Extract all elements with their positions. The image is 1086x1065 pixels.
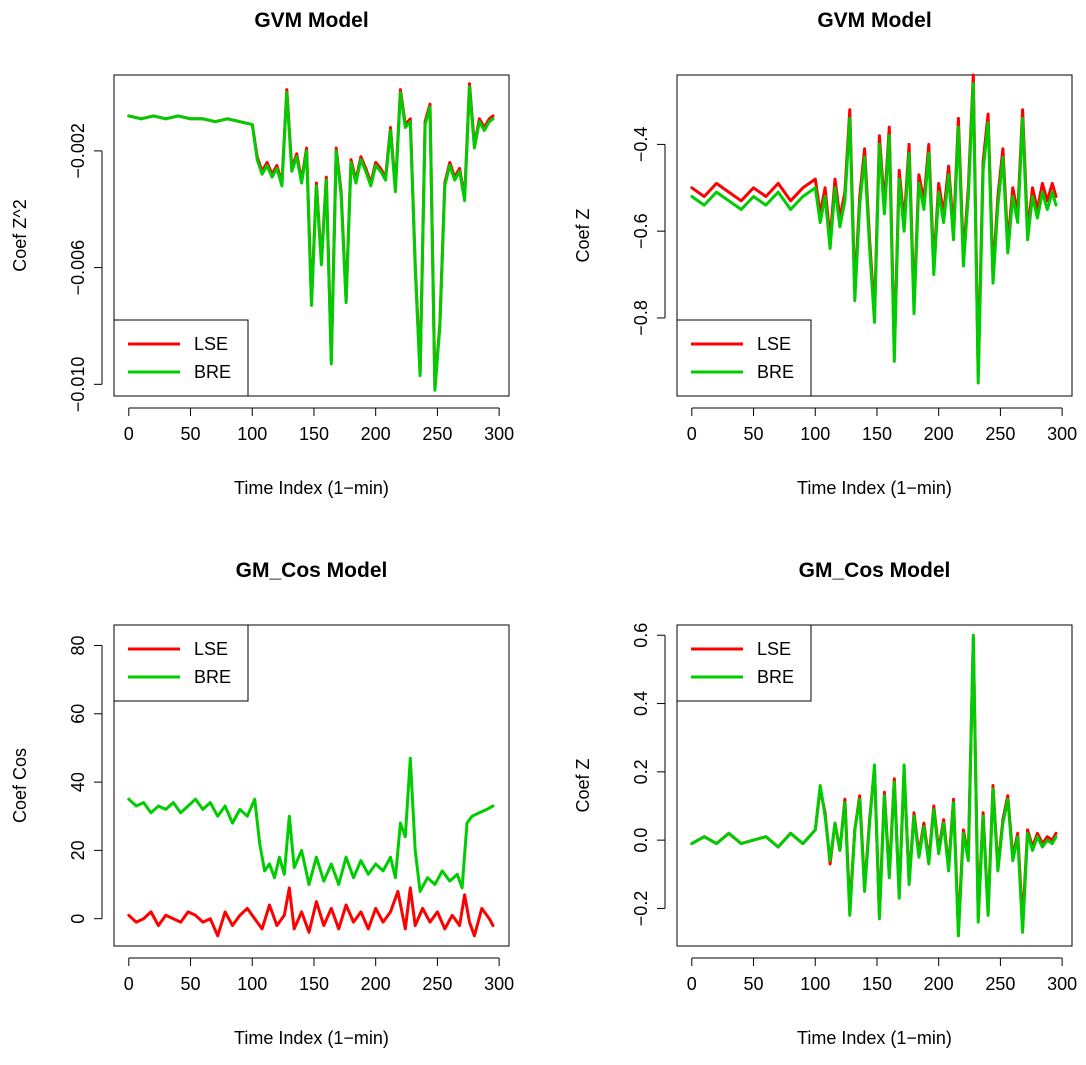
chart1-y-axis-label: Coef Z^2 bbox=[10, 199, 30, 271]
chart3-y-tick-label: 0 bbox=[68, 914, 88, 924]
chart1-series-bre-line bbox=[127, 85, 495, 392]
chart4-x-tick-label: 0 bbox=[687, 974, 697, 994]
chart2-legend-box bbox=[676, 319, 812, 397]
chart4-plot-frame bbox=[676, 624, 1073, 947]
chart2-y-axis-label: Coef Z bbox=[573, 208, 593, 262]
chart2-y-tick-label: −0.6 bbox=[631, 213, 651, 249]
chart1-x-tick-label: 100 bbox=[237, 424, 267, 444]
chart2-x-tick-label: 300 bbox=[1047, 424, 1077, 444]
chart4-legend-label-lse: LSE bbox=[757, 639, 791, 659]
chart2-x-axis-label: Time Index (1−min) bbox=[797, 478, 952, 498]
chart2-x-tick-label: 50 bbox=[744, 424, 764, 444]
chart3-title: GM_Cos Model bbox=[236, 559, 388, 582]
chart3-x-tick-label: 50 bbox=[181, 974, 201, 994]
chart3-y-axis-label: Coef Cos bbox=[10, 748, 30, 823]
chart1-y-tick-label: −0.006 bbox=[68, 240, 88, 296]
chart1-legend: LSE BRE bbox=[113, 319, 249, 397]
chart1-y-tick-label: −0.010 bbox=[68, 357, 88, 413]
chart1-x-tick-label: 150 bbox=[299, 424, 329, 444]
chart3-x-axis-label: Time Index (1−min) bbox=[234, 1028, 389, 1048]
chart4-y-tick-label: −0.2 bbox=[631, 891, 651, 927]
chart1-y-tick-label: −0.002 bbox=[68, 123, 88, 179]
chart3-y-tick-label: 60 bbox=[68, 704, 88, 724]
chart1-x-tick-label: 50 bbox=[181, 424, 201, 444]
chart3-legend-label-bre: BRE bbox=[194, 667, 231, 687]
chart4: GM_Cos Model 0 50 100 150 200 250 300 Time Index… bbox=[573, 559, 1077, 1048]
chart4-x-tick-label: 300 bbox=[1047, 974, 1077, 994]
chart2-plot-frame bbox=[676, 74, 1073, 397]
chart2-series-bre-line bbox=[690, 82, 1058, 385]
chart3-legend-box bbox=[113, 624, 249, 702]
chart3-legend-label-lse: LSE bbox=[194, 639, 228, 659]
chart1-x-tick-label: 0 bbox=[124, 424, 134, 444]
chart4-y-tick-label: 0.0 bbox=[631, 828, 651, 853]
chart4-legend-box bbox=[676, 624, 812, 702]
chart2-legend: LSE BRE bbox=[676, 319, 812, 397]
chart2-legend-label-bre: BRE bbox=[757, 362, 794, 382]
chart3-x-tick-label: 300 bbox=[484, 974, 514, 994]
chart3-x-tick-label: 150 bbox=[299, 974, 329, 994]
chart2: GVM Model 0 50 100 150 200 250 300 Time Index (1… bbox=[573, 9, 1077, 498]
chart2-x-tick-label: 150 bbox=[862, 424, 892, 444]
chart3-x-tick-label: 100 bbox=[237, 974, 267, 994]
chart4-legend-label-bre: BRE bbox=[757, 667, 794, 687]
chart3-plot-frame bbox=[113, 624, 510, 947]
chart2-y-tick-label: −0.4 bbox=[631, 127, 651, 163]
chart3-y-tick-label: 20 bbox=[68, 840, 88, 860]
chart1-legend-label-lse: LSE bbox=[194, 334, 228, 354]
chart4-x-tick-label: 50 bbox=[744, 974, 764, 994]
chart1-x-tick-label: 300 bbox=[484, 424, 514, 444]
chart4-x-tick-label: 100 bbox=[800, 974, 830, 994]
chart4-title: GM_Cos Model bbox=[799, 559, 951, 582]
chart1-x-tick-label: 250 bbox=[422, 424, 452, 444]
chart4-x-axis-label: Time Index (1−min) bbox=[797, 1028, 952, 1048]
chart2-legend-label-lse: LSE bbox=[757, 334, 791, 354]
chart1-x-axis-label: Time Index (1−min) bbox=[234, 478, 389, 498]
chart4-y-tick-label: 0.6 bbox=[631, 623, 651, 648]
chart4-series-bre-line bbox=[690, 633, 1058, 938]
chart4-x-tick-label: 250 bbox=[985, 974, 1015, 994]
chart2-x-tick-label: 100 bbox=[800, 424, 830, 444]
chart1-legend-label-bre: BRE bbox=[194, 362, 231, 382]
chart2-x-tick-label: 0 bbox=[687, 424, 697, 444]
chart1: GVM Model 0 50 100 150 200 250 300 Time Index (1… bbox=[10, 9, 514, 498]
chart3-legend: LSE BRE bbox=[113, 624, 249, 702]
chart4-y-tick-label: 0.2 bbox=[631, 759, 651, 784]
chart3-series-lse-line bbox=[127, 886, 495, 938]
chart3-x-tick-label: 250 bbox=[422, 974, 452, 994]
chart4-x-tick-label: 150 bbox=[862, 974, 892, 994]
chart1-x-tick-label: 200 bbox=[361, 424, 391, 444]
chart2-x-tick-label: 200 bbox=[924, 424, 954, 444]
chart1-title: GVM Model bbox=[254, 9, 368, 32]
chart1-plot-frame bbox=[113, 74, 510, 397]
chart4-y-tick-label: 0.4 bbox=[631, 691, 651, 716]
chart3-series-bre-line bbox=[127, 756, 495, 893]
chart2-title: GVM Model bbox=[817, 9, 931, 32]
chart4-legend: LSE BRE bbox=[676, 624, 812, 702]
chart3-x-tick-label: 200 bbox=[361, 974, 391, 994]
chart2-y-tick-label: −0.8 bbox=[631, 300, 651, 336]
chart3-y-tick-label: 80 bbox=[68, 635, 88, 655]
chart4-y-axis-label: Coef Z bbox=[573, 758, 593, 812]
chart3-y-tick-label: 40 bbox=[68, 772, 88, 792]
chart3-x-tick-label: 0 bbox=[124, 974, 134, 994]
chart1-legend-box bbox=[113, 319, 249, 397]
chart2-x-tick-label: 250 bbox=[985, 424, 1015, 444]
chart4-x-tick-label: 200 bbox=[924, 974, 954, 994]
